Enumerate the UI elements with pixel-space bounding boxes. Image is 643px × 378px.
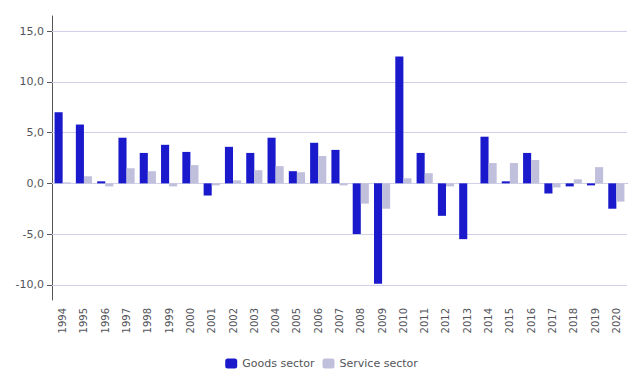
svg-text:1996: 1996 <box>100 308 111 333</box>
svg-text:2011: 2011 <box>419 308 430 333</box>
svg-text:1999: 1999 <box>164 308 175 333</box>
svg-text:Goods sector: Goods sector <box>242 357 315 370</box>
svg-text:2007: 2007 <box>334 308 345 333</box>
svg-text:2014: 2014 <box>483 308 494 333</box>
svg-text:2000: 2000 <box>185 308 196 333</box>
svg-text:Service sector: Service sector <box>340 357 419 370</box>
svg-text:2019: 2019 <box>590 308 601 333</box>
svg-text:2013: 2013 <box>462 308 473 333</box>
svg-text:2012: 2012 <box>440 308 451 333</box>
svg-text:1995: 1995 <box>78 308 89 333</box>
svg-text:5,0: 5,0 <box>27 126 45 139</box>
svg-text:15,0: 15,0 <box>20 25 45 38</box>
svg-text:0,0: 0,0 <box>27 177 45 190</box>
svg-text:2002: 2002 <box>228 308 239 333</box>
svg-text:2017: 2017 <box>547 308 558 333</box>
svg-text:2001: 2001 <box>206 308 217 333</box>
svg-text:2003: 2003 <box>249 308 260 333</box>
svg-text:2005: 2005 <box>291 308 302 333</box>
svg-text:1997: 1997 <box>121 308 132 333</box>
svg-text:2020: 2020 <box>611 308 622 333</box>
svg-text:2008: 2008 <box>355 308 366 333</box>
svg-text:2006: 2006 <box>313 308 324 333</box>
svg-text:-10,0: -10,0 <box>16 278 44 291</box>
svg-text:2004: 2004 <box>270 308 281 333</box>
svg-text:2018: 2018 <box>568 308 579 333</box>
svg-text:2015: 2015 <box>504 308 515 333</box>
svg-text:10,0: 10,0 <box>20 75 45 88</box>
svg-text:2009: 2009 <box>377 308 388 333</box>
svg-text:-5,0: -5,0 <box>23 228 44 241</box>
svg-text:1994: 1994 <box>57 308 68 333</box>
svg-text:2016: 2016 <box>526 308 537 333</box>
svg-text:2010: 2010 <box>398 308 409 333</box>
svg-text:1998: 1998 <box>142 308 153 333</box>
